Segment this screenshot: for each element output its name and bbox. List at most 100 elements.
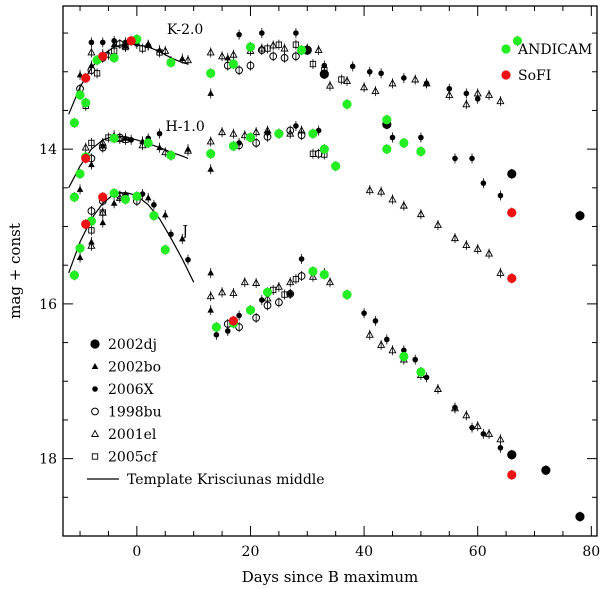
y-axis-label: mag + const (6, 223, 24, 319)
point-2001el (473, 244, 482, 252)
point-ANDICAM (109, 133, 119, 143)
legend-marker-2006X (92, 386, 98, 392)
point-2001el (206, 291, 215, 300)
data-points (69, 28, 585, 522)
point-ANDICAM (296, 45, 307, 55)
point-2002bo (76, 185, 84, 192)
band-labels: K-2.0 H-1.0 J (166, 22, 205, 239)
point-2002bo (207, 89, 215, 96)
point-2001el (388, 345, 397, 354)
legend-marker-2005cf (91, 453, 99, 460)
point-2006X (156, 130, 163, 137)
point-ANDICAM (206, 68, 216, 78)
point-SoFI (81, 153, 91, 164)
point-ANDICAM (166, 57, 176, 68)
x-tick-label: 20 (242, 544, 260, 560)
point-ANDICAM (228, 59, 239, 69)
point-ANDICAM (382, 144, 392, 154)
point-2006X (349, 63, 356, 70)
legend-marker-2001el (90, 429, 100, 437)
point-2001el (473, 88, 482, 97)
point-SoFI (507, 207, 517, 218)
point-1998bu (252, 139, 261, 147)
point-2002bo (144, 194, 152, 201)
point-2001el (371, 86, 380, 95)
point-ANDICAM (512, 36, 523, 46)
point-2001el (274, 282, 283, 290)
point-2002bo (207, 306, 215, 313)
point-1998bu (235, 66, 244, 75)
point-ANDICAM (109, 53, 119, 63)
point-2001el (161, 147, 170, 156)
point-2006X (111, 38, 117, 44)
point-SoFI (507, 470, 517, 480)
point-2001el (377, 340, 386, 348)
point-2002bo (161, 211, 169, 218)
point-SoFI (81, 219, 91, 229)
point-2002bo (99, 219, 107, 226)
point-2001el (462, 240, 471, 249)
point-2001el (252, 278, 261, 286)
legend-label: 2002bo (108, 360, 161, 376)
point-ANDICAM (69, 270, 79, 280)
point-2002dj (575, 211, 585, 221)
point-ANDICAM (245, 305, 256, 315)
point-2005cf (88, 139, 95, 147)
point-2001el (87, 47, 96, 56)
point-ANDICAM (342, 289, 352, 300)
point-2001el (206, 47, 215, 56)
point-2006X (446, 85, 453, 92)
point-ANDICAM (416, 367, 426, 377)
point-ANDICAM (319, 144, 329, 154)
series-ANDICAM (69, 34, 523, 377)
point-2001el (377, 187, 386, 195)
point-2005cf (88, 227, 95, 234)
point-2001el (314, 45, 323, 54)
point-2001el (240, 130, 249, 139)
point-2001el (144, 40, 153, 48)
point-2002dj (575, 512, 585, 522)
point-2006X (259, 297, 265, 303)
point-2006X (366, 68, 373, 75)
point-SoFI (126, 36, 136, 46)
point-2002bo (110, 199, 118, 206)
point-1998bu (280, 53, 289, 62)
point-2006X (418, 134, 424, 141)
point-ANDICAM (274, 129, 284, 139)
legend-label: 2001el (108, 427, 157, 443)
point-1998bu (274, 298, 283, 307)
point-2006X (224, 328, 231, 334)
point-2006X (236, 31, 242, 38)
legend-label: 1998bu (108, 405, 162, 421)
axis-ticks: 0 20 40 60 80 14 16 18 (39, 6, 600, 560)
legend-marker-1998bu (91, 407, 99, 416)
point-2006X (293, 30, 299, 36)
point-2005cf (93, 70, 101, 77)
x-axis-label: Days since B maximum (242, 568, 418, 586)
point-2006X (423, 374, 430, 381)
point-2005cf (122, 43, 129, 51)
point-2001el (462, 99, 471, 108)
point-ANDICAM (245, 42, 256, 52)
point-ANDICAM (211, 322, 221, 332)
point-1998bu (269, 52, 278, 61)
point-1998bu (246, 61, 255, 70)
point-2001el (416, 209, 425, 218)
point-2001el (485, 429, 494, 437)
point-2001el (218, 51, 227, 60)
legend-marker-2002bo (91, 363, 99, 369)
legend-label: SoFI (518, 68, 551, 84)
point-SoFI (98, 51, 108, 61)
point-2002bo (88, 62, 95, 69)
point-2001el (399, 201, 408, 209)
point-2001el (462, 410, 471, 419)
point-ANDICAM (143, 138, 153, 148)
y-tick-label: 18 (39, 452, 57, 468)
legend-marker-ANDICAM (501, 44, 511, 54)
point-2005cf (122, 136, 129, 144)
point-2006X (497, 444, 504, 451)
point-2005cf (99, 209, 106, 216)
point-2006X (315, 127, 322, 134)
point-2006X (168, 231, 174, 238)
